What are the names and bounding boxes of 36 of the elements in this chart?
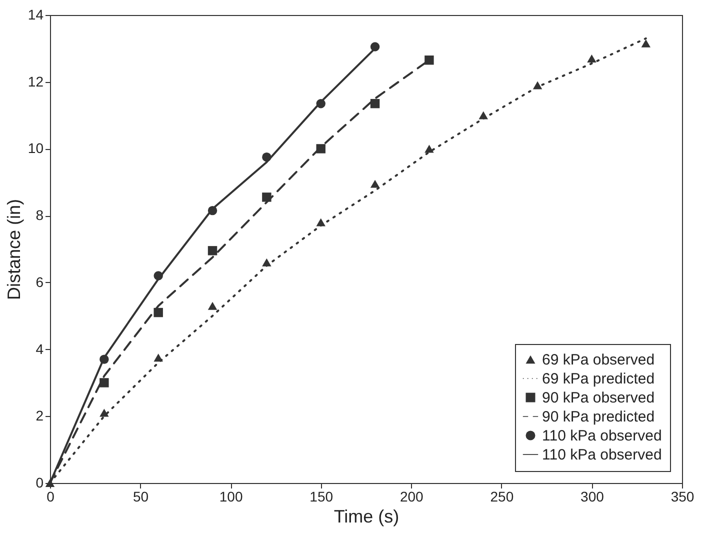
legend-label: 110 kPa observed	[542, 428, 662, 444]
legend-label: 69 kPa predicted	[542, 370, 655, 388]
y-tick-label: 10	[28, 140, 44, 156]
legend-label: 90 kPa predicted	[542, 408, 655, 426]
y-tick-label: 4	[36, 340, 44, 357]
x-tick-label: 0	[46, 488, 55, 504]
x-tick-label: 200	[400, 488, 424, 504]
x-tick-label: 350	[670, 488, 694, 504]
y-tick-label: 0	[36, 474, 44, 490]
point	[316, 144, 326, 154]
legend-label: 90 kPa observed	[542, 390, 655, 406]
y-tick-label: 14	[28, 6, 44, 22]
x-tick-label: 300	[580, 488, 604, 504]
point	[154, 308, 163, 318]
y-axis-title: Distance (in)	[4, 198, 24, 300]
x-axis-title: Time (s)	[334, 506, 400, 526]
legend-label: 110 kPa observed	[542, 446, 662, 464]
point	[424, 144, 434, 153]
x-tick-label: 150	[310, 488, 334, 504]
point	[424, 56, 434, 65]
point	[587, 54, 596, 62]
point	[370, 98, 380, 108]
x-tick-label: 250	[490, 488, 514, 504]
point	[370, 180, 380, 188]
x-tick-label: 100	[219, 488, 243, 504]
y-tick-label: 12	[28, 73, 44, 90]
point	[208, 302, 218, 310]
y-tick-label: 2	[36, 408, 44, 424]
point	[208, 246, 218, 256]
x-tick-label: 50	[132, 488, 149, 504]
y-tick-label: 8	[36, 207, 44, 224]
point	[100, 378, 109, 388]
point	[100, 408, 109, 417]
legend-label: 69 kPa observed	[542, 352, 655, 368]
y-tick-label: 6	[36, 274, 44, 290]
point	[641, 39, 650, 48]
